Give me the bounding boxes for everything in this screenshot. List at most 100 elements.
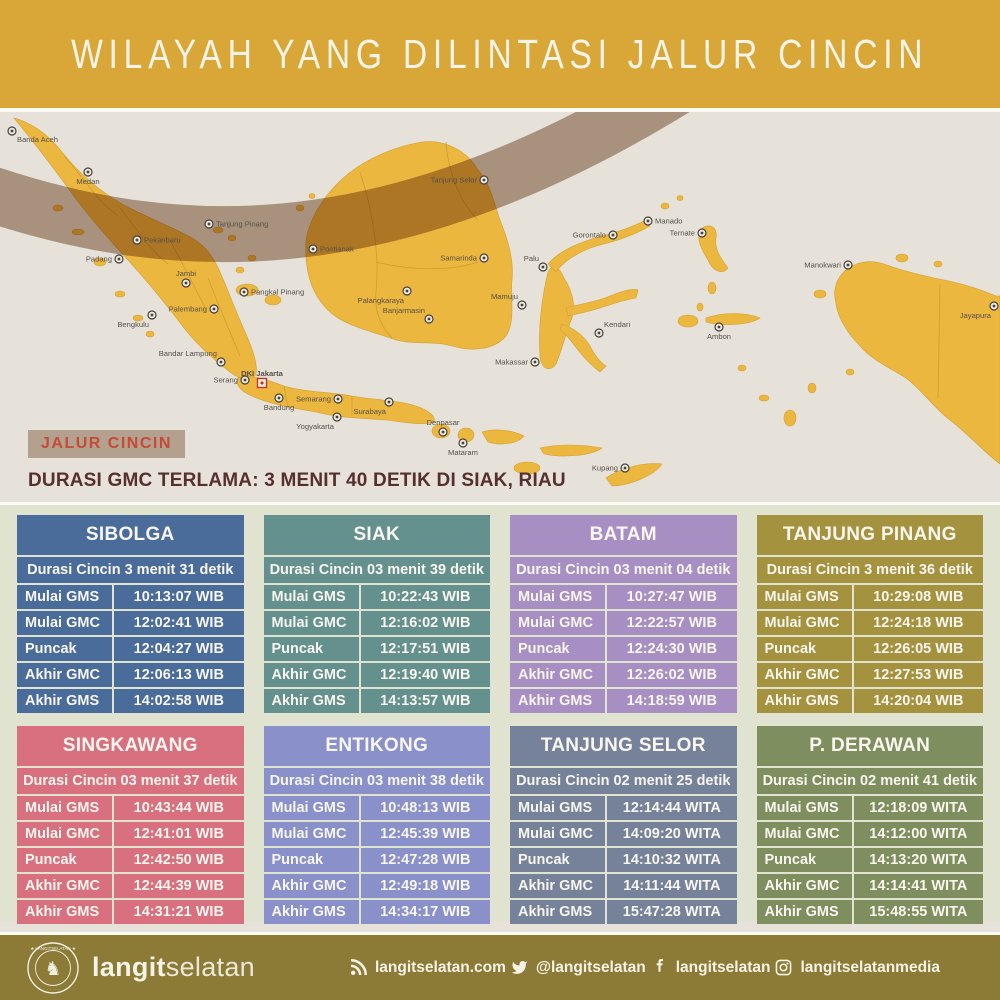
social-link-label: langitselatan [675, 958, 771, 976]
city-label: Padang [86, 255, 112, 264]
card-row: Puncak 14:10:32 WITA [510, 848, 737, 872]
city-marker-palu: Palu [524, 254, 548, 272]
city-label: Kupang [592, 464, 618, 473]
row-time-value: 12:49:18 WIB [360, 874, 490, 898]
row-time-value: 12:27:53 WIB [853, 663, 983, 687]
row-time-value: 14:13:20 WITA [853, 848, 983, 872]
social-link-twitter[interactable]: @langitselatan [511, 959, 646, 977]
city-label: Yogyakarta [296, 422, 334, 431]
eclipse-path-band [0, 112, 690, 263]
card-duration: Durasi Cincin 02 menit 41 detik [756, 768, 983, 794]
poster-title: WILAYAH YANG DILINTASI JALUR CINCIN [71, 30, 929, 77]
city-marker-makassar: Makassar [495, 357, 540, 367]
row-label: Akhir GMC [263, 874, 359, 898]
city-label: Ternate [670, 229, 695, 238]
row-label: Mulai GMC [17, 611, 113, 635]
city-label: Palembang [169, 305, 207, 314]
row-time-value: 12:14:44 WITA [607, 796, 737, 820]
row-time-value: 10:22:43 WIB [360, 585, 490, 609]
row-time-value: 12:41:01 WIB [114, 822, 244, 846]
city-label: Makassar [495, 358, 528, 367]
row-time-value: 10:27:47 WIB [607, 585, 737, 609]
row-time-value: 14:20:04 WIB [853, 689, 983, 713]
card-row: Puncak 12:47:28 WIB [263, 848, 490, 872]
row-time-value: 12:06:13 WIB [114, 663, 244, 687]
city-label: Banjarmasin [383, 306, 425, 315]
row-time-value: 12:26:05 WIB [853, 637, 983, 661]
card-row: Akhir GMC 12:19:40 WIB [263, 663, 490, 687]
indonesia-map: Banda Aceh Medan Tanjung Pinang Pekanbaru Pa… [0, 112, 1000, 487]
city-card-sibolga: SIBOLGA Durasi Cincin 3 menit 31 detik Mul… [17, 515, 244, 713]
city-marker-surabaya: Surabaya [353, 397, 394, 416]
row-time-value: 10:13:07 WIB [114, 585, 244, 609]
logo-ring-text: ★ LANGITSELATAN ★ · · · · · [30, 946, 76, 992]
city-marker-jayapura: Jayapura [960, 301, 999, 320]
row-label: Mulai GMS [756, 796, 852, 820]
row-label: Akhir GMS [17, 689, 113, 713]
card-title: ENTIKONG [263, 726, 490, 766]
card-row: Mulai GMC 12:02:41 WIB [17, 611, 244, 635]
centaur-figure-icon: ♞ [44, 959, 61, 980]
city-label: Serang [214, 376, 239, 385]
row-label: Akhir GMC [510, 663, 606, 687]
card-row: Mulai GMC 12:45:39 WIB [263, 822, 490, 846]
footer-bar: ♞ ★ LANGITSELATAN ★ · · · · · langitsela… [0, 932, 1000, 1000]
city-label: Pekanbaru [144, 236, 181, 245]
card-row: Akhir GMS 15:48:55 WITA [756, 900, 983, 924]
city-marker-bandung: Bandung [264, 393, 294, 412]
social-link-instagram[interactable]: langitselatanmedia [775, 959, 940, 977]
row-time-value: 14:14:41 WITA [853, 874, 983, 898]
row-label: Puncak [756, 637, 852, 661]
city-label: Mataram [448, 448, 478, 457]
row-label: Mulai GMC [510, 611, 606, 635]
card-row: Mulai GMS 12:18:09 WITA [756, 796, 983, 820]
card-row: Mulai GMS 12:14:44 WITA [510, 796, 737, 820]
row-time-value: 14:02:58 WIB [114, 689, 244, 713]
map-section: Banda Aceh Medan Tanjung Pinang Pekanbaru Pa… [0, 112, 1000, 502]
cities-layer: Banda Aceh Medan Tanjung Pinang Pekanbaru Pa… [7, 126, 999, 473]
city-marker-ambon: Ambon [707, 322, 731, 341]
social-link-label: langitselatanmedia [800, 958, 940, 976]
card-title: SIAK [263, 515, 490, 555]
row-label: Akhir GMC [17, 663, 113, 687]
card-duration: Durasi Cincin 02 menit 25 detik [510, 768, 737, 794]
city-label: Manado [655, 217, 682, 226]
city-marker-denpasar: Denpasar [427, 418, 460, 437]
city-marker-manado: Manado [643, 216, 682, 226]
row-time-value: 12:16:02 WIB [360, 611, 490, 635]
social-link-rss[interactable]: langitselatan.com [350, 959, 506, 977]
social-link-facebook[interactable]: langitselatan [651, 958, 771, 977]
city-marker-semarang: Semarang [296, 394, 343, 404]
row-label: Puncak [17, 848, 113, 872]
card-duration: Durasi Cincin 3 menit 31 detik [17, 557, 244, 583]
card-row: Mulai GMC 14:12:00 WITA [756, 822, 983, 846]
card-title: SINGKAWANG [17, 726, 244, 766]
card-row: Akhir GMC 12:44:39 WIB [17, 874, 244, 898]
city-marker-jambi: Jambi [176, 269, 196, 288]
row-label: Mulai GMC [17, 822, 113, 846]
city-marker-banda-aceh: Banda Aceh [7, 126, 58, 144]
row-time-value: 15:48:55 WITA [853, 900, 983, 924]
row-label: Akhir GMS [510, 900, 606, 924]
row-time-value: 14:13:57 WIB [360, 689, 490, 713]
card-row: Puncak 12:17:51 WIB [263, 637, 490, 661]
card-row: Akhir GMS 14:34:17 WIB [263, 900, 490, 924]
social-link-label: langitselatan.com [374, 958, 506, 976]
row-time-value: 12:42:50 WIB [114, 848, 244, 872]
city-marker-samarinda: Samarinda [440, 253, 489, 263]
city-card-singkawang: SINGKAWANG Durasi Cincin 03 menit 37 deti… [17, 726, 244, 924]
row-time-value: 15:47:28 WITA [607, 900, 737, 924]
row-time-value: 12:45:39 WIB [360, 822, 490, 846]
row-time-value: 10:29:08 WIB [853, 585, 983, 609]
card-row: Puncak 14:13:20 WITA [756, 848, 983, 872]
row-label: Mulai GMS [510, 585, 606, 609]
row-time-value: 14:18:59 WIB [607, 689, 737, 713]
langitselatan-brand[interactable]: ♞ ★ LANGITSELATAN ★ · · · · · langitsela… [26, 941, 255, 995]
city-card-batam: BATAM Durasi Cincin 03 menit 04 detik Mula… [510, 515, 737, 713]
city-label: Gorontalo [573, 231, 606, 240]
card-title: BATAM [510, 515, 737, 555]
city-marker-tanjung-selor: Tanjung Selor [431, 175, 489, 185]
city-label: Bandung [264, 403, 294, 412]
city-marker-tanjung-pinang: Tanjung Pinang [204, 219, 268, 229]
